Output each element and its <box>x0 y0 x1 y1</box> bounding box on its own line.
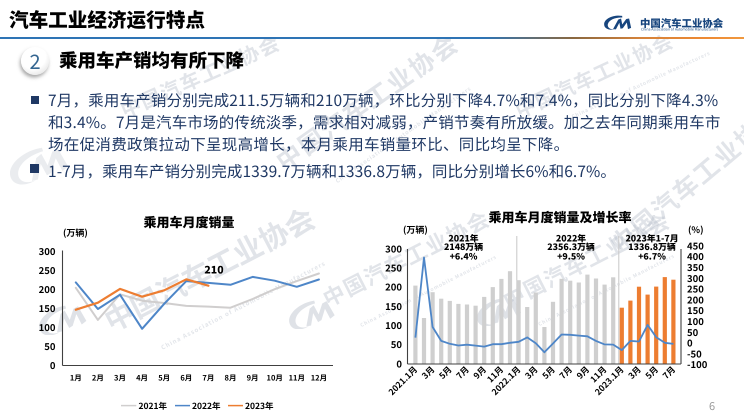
svg-text:1月: 1月 <box>70 372 82 383</box>
svg-text:450: 450 <box>687 238 704 252</box>
svg-text:100: 100 <box>39 320 56 334</box>
svg-text:7月: 7月 <box>454 364 472 382</box>
svg-text:200: 200 <box>385 280 402 294</box>
svg-text:100: 100 <box>687 314 704 328</box>
svg-text:2022年: 2022年 <box>192 400 221 412</box>
svg-text:400: 400 <box>687 249 704 263</box>
svg-text:乘用车月度销量及增长率: 乘用车月度销量及增长率 <box>488 207 631 226</box>
svg-text:250: 250 <box>687 282 704 296</box>
svg-text:2148万辆: 2148万辆 <box>444 240 483 253</box>
svg-text:150: 150 <box>385 299 402 313</box>
svg-text:200: 200 <box>687 292 704 306</box>
svg-text:乘用车月度销量: 乘用车月度销量 <box>143 212 234 231</box>
svg-text:5月: 5月 <box>540 364 558 382</box>
svg-text:150: 150 <box>39 301 56 315</box>
svg-text:200: 200 <box>39 282 56 296</box>
svg-text:50: 50 <box>44 339 56 353</box>
svg-text:3月: 3月 <box>114 372 126 383</box>
svg-text:4月: 4月 <box>136 372 148 383</box>
svg-text:8月: 8月 <box>225 372 237 383</box>
svg-text:2023年1-7月: 2023年1-7月 <box>625 231 678 244</box>
svg-text:7月: 7月 <box>557 364 575 382</box>
svg-text:250: 250 <box>385 261 402 275</box>
svg-text:-50: -50 <box>687 346 702 360</box>
svg-text:210: 210 <box>204 263 223 278</box>
svg-text:2021年: 2021年 <box>448 231 478 244</box>
svg-text:12月: 12月 <box>311 372 327 383</box>
svg-text:250: 250 <box>39 263 56 277</box>
svg-text:7月: 7月 <box>660 364 678 382</box>
svg-text:300: 300 <box>385 241 402 255</box>
svg-text:(万辆): (万辆) <box>403 223 428 236</box>
svg-text:9月: 9月 <box>247 372 259 383</box>
svg-text:(万辆): (万辆) <box>63 226 88 239</box>
svg-text:-100: -100 <box>687 357 708 371</box>
svg-text:300: 300 <box>39 244 56 258</box>
svg-text:+9.5%: +9.5% <box>557 249 585 262</box>
svg-text:1336.8万辆: 1336.8万辆 <box>628 240 676 253</box>
svg-text:0: 0 <box>687 336 693 350</box>
svg-text:0: 0 <box>50 358 56 372</box>
svg-text:5月: 5月 <box>643 364 661 382</box>
svg-text:0: 0 <box>396 356 402 370</box>
svg-text:2023年: 2023年 <box>245 400 274 412</box>
svg-text:+6.4%: +6.4% <box>450 249 478 262</box>
svg-text:50: 50 <box>687 325 699 339</box>
svg-text:3月: 3月 <box>626 364 644 382</box>
svg-text:2月: 2月 <box>92 372 104 383</box>
svg-text:6月: 6月 <box>180 372 192 383</box>
svg-text:150: 150 <box>687 303 704 317</box>
svg-text:2021.1月: 2021.1月 <box>386 364 420 398</box>
svg-text:3月: 3月 <box>419 364 437 382</box>
svg-text:50: 50 <box>391 337 403 351</box>
svg-text:7月: 7月 <box>202 372 214 383</box>
svg-text:10月: 10月 <box>267 372 283 383</box>
svg-text:5月: 5月 <box>436 364 454 382</box>
svg-text:2356.3万辆: 2356.3万辆 <box>547 240 595 253</box>
svg-text:300: 300 <box>687 271 704 285</box>
svg-text:2021年: 2021年 <box>139 400 168 412</box>
svg-text:+6.7%: +6.7% <box>638 249 666 262</box>
svg-text:100: 100 <box>385 318 402 332</box>
svg-text:2022年: 2022年 <box>556 231 586 244</box>
svg-text:5月: 5月 <box>158 372 170 383</box>
svg-text:(%): (%) <box>688 223 703 236</box>
svg-text:3月: 3月 <box>522 364 540 382</box>
svg-text:350: 350 <box>687 260 704 274</box>
svg-text:11月: 11月 <box>289 372 305 383</box>
